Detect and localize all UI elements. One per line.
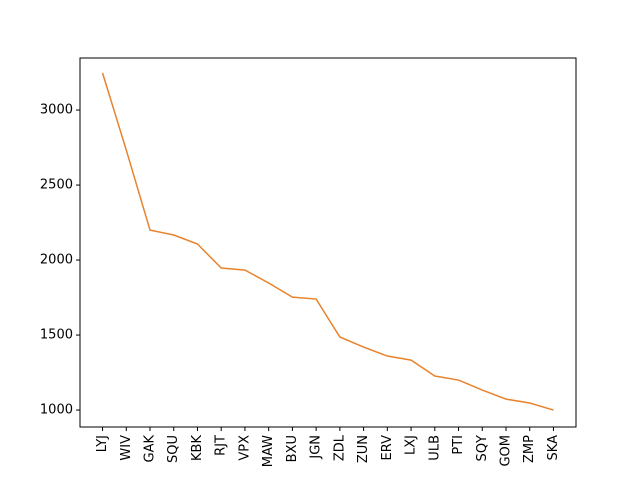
x-tick-label: RJT [214, 435, 229, 456]
x-tick-label: LYJ [95, 435, 110, 452]
plot-frame [79, 57, 577, 428]
x-tick-label: SQU [166, 435, 181, 463]
y-tick-label: 3000 [40, 103, 73, 118]
x-tick-label: LXJ [404, 435, 419, 455]
x-tick-label: SKA [546, 435, 561, 461]
x-tick-label: GOM [498, 435, 513, 467]
x-tick-label: ERV [380, 435, 395, 461]
x-tick-label: WIV [119, 435, 134, 461]
x-tick-label: ZDL [332, 434, 347, 461]
y-tick-label: 1000 [40, 403, 73, 418]
x-tick-label: GAK [143, 435, 158, 463]
x-tick-label: ULB [427, 435, 442, 461]
x-tick-label: JGN [309, 435, 324, 460]
y-tick-label: 2500 [40, 178, 73, 193]
x-tick-label: MAW [261, 435, 276, 467]
x-tick-label: ZMP [522, 435, 537, 463]
x-tick-label: KBK [190, 435, 205, 461]
x-tick-label: VPX [237, 435, 252, 461]
line [101, 72, 554, 411]
x-tick-label: SQY [475, 435, 490, 461]
x-tick-label: PTI [451, 435, 466, 455]
y-tick-label: 1500 [40, 328, 73, 343]
x-tick-label: ZUN [356, 435, 371, 463]
x-tick-label: BXU [285, 435, 300, 462]
y-tick-label: 2000 [40, 253, 73, 268]
